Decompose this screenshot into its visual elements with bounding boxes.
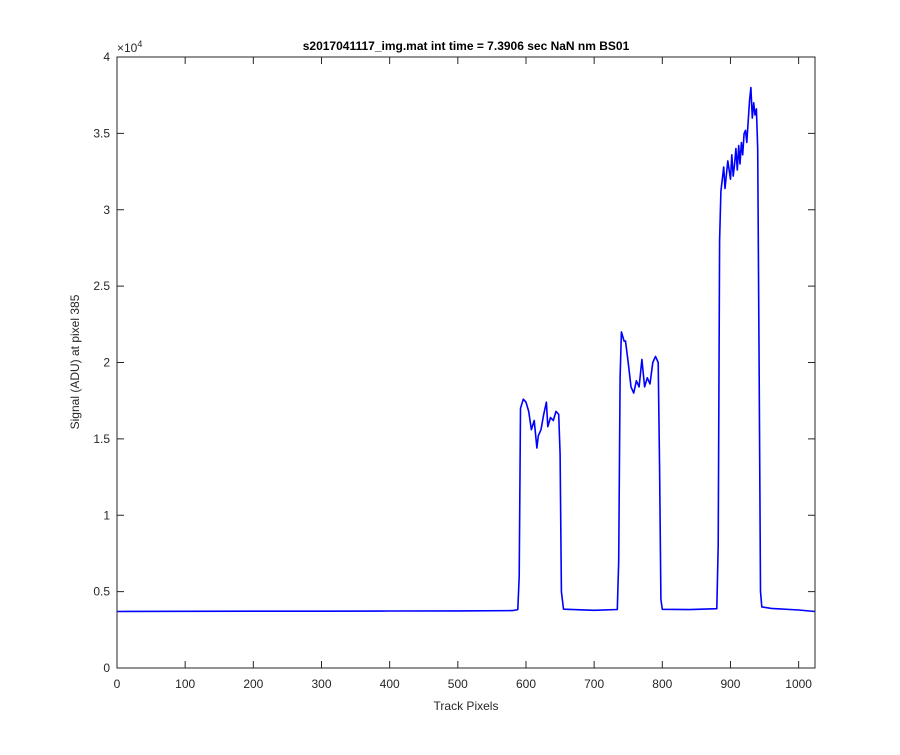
- x-tick-label: 200: [243, 677, 263, 691]
- y-exponent-power: 4: [137, 39, 142, 49]
- plot-area: [117, 57, 815, 668]
- y-tick-label: 1.5: [93, 432, 110, 446]
- y-tick-label: 3: [103, 203, 110, 217]
- axis-ticks: 0 100 200 300 400 500 600 700 800 900 1000 0 0.5 1 1.5…: [93, 50, 815, 691]
- y-tick-label: 0: [103, 661, 110, 675]
- x-tick-label: 300: [311, 677, 331, 691]
- x-tick-label: 900: [720, 677, 740, 691]
- y-tick-label: 2.5: [93, 279, 110, 293]
- x-tick-label: 100: [175, 677, 195, 691]
- x-tick-label: 600: [516, 677, 536, 691]
- y-axis-title: Signal (ADU) at pixel 385: [68, 294, 82, 429]
- x-tick-label: 700: [584, 677, 604, 691]
- chart-title: s2017041117_img.mat int time = 7.3906 se…: [303, 39, 630, 53]
- y-exponent-multiplier: ×104: [117, 39, 142, 55]
- x-tick-label: 1000: [785, 677, 812, 691]
- x-tick-label: 500: [448, 677, 468, 691]
- y-tick-label: 4: [103, 50, 110, 64]
- y-tick-label: 2: [103, 356, 110, 370]
- y-exponent-base: ×10: [117, 41, 138, 55]
- y-tick-label: 1: [103, 508, 110, 522]
- y-tick-label: 0.5: [93, 585, 110, 599]
- y-tick-label: 3.5: [93, 126, 110, 140]
- signal-series-line: [116, 86, 816, 613]
- x-tick-label: 800: [652, 677, 672, 691]
- x-tick-label: 0: [114, 677, 121, 691]
- x-axis-title: Track Pixels: [434, 699, 499, 713]
- x-tick-label: 400: [380, 677, 400, 691]
